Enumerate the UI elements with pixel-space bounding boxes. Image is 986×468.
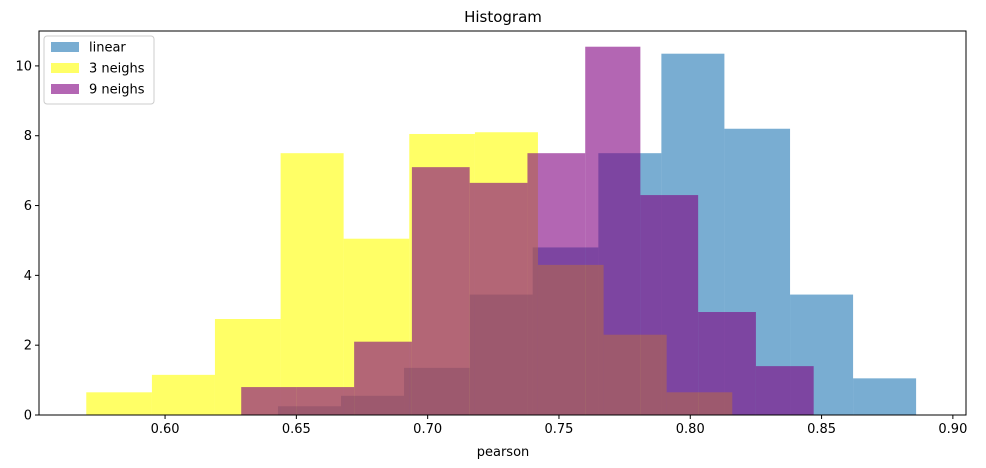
legend-label-linear: linear <box>89 41 126 56</box>
x-tick-label: 0.90 <box>938 422 967 437</box>
axes-frame <box>38 30 967 416</box>
x-axis-ticks: 0.60 0.65 0.70 0.75 0.80 0.85 0.90 <box>151 415 967 437</box>
bar-9-neighs-4 <box>469 182 528 415</box>
x-tick-label: 0.80 <box>676 422 705 437</box>
bar-9-neighs-5 <box>527 153 586 415</box>
x-tick-label: 0.60 <box>151 422 180 437</box>
bar-3-neighs-3 <box>280 153 344 415</box>
bar-9-neighs-3 <box>411 167 470 415</box>
y-tick-label: 2 <box>24 339 32 354</box>
x-tick-label: 0.75 <box>544 422 573 437</box>
y-tick-label: 0 <box>24 409 32 424</box>
bar-9-neighs-6 <box>585 46 641 415</box>
bar-9-neighs-2 <box>354 341 412 415</box>
bar-9-neighs-7 <box>640 195 699 415</box>
bar-9-neighs-0 <box>241 387 297 415</box>
y-tick-label: 4 <box>24 269 32 284</box>
x-tick-label: 0.70 <box>413 422 442 437</box>
y-tick-label: 10 <box>15 59 32 74</box>
bar-linear-9 <box>853 378 917 415</box>
legend-swatch-3-neighs <box>51 63 79 73</box>
y-axis-ticks: 0 2 4 6 8 10 <box>15 59 39 424</box>
x-tick-label: 0.65 <box>282 422 311 437</box>
y-tick-label: 6 <box>24 199 32 214</box>
y-tick-label: 8 <box>24 129 32 144</box>
legend: linear 3 neighs 9 neighs <box>43 35 155 105</box>
x-tick-label: 0.85 <box>807 422 836 437</box>
bars-layer <box>86 46 917 415</box>
bar-3-neighs-0 <box>86 392 152 415</box>
bar-3-neighs-1 <box>151 374 215 415</box>
x-axis-label: pearson <box>477 445 530 460</box>
legend-swatch-9-neighs <box>51 84 79 94</box>
legend-swatch-linear <box>51 42 79 52</box>
bar-9-neighs-8 <box>698 312 756 415</box>
chart-title: Histogram <box>464 8 542 26</box>
bar-9-neighs-1 <box>296 387 355 415</box>
legend-label-3-neighs: 3 neighs <box>89 62 145 77</box>
bar-9-neighs-9 <box>755 366 814 415</box>
legend-label-9-neighs: 9 neighs <box>89 83 145 98</box>
